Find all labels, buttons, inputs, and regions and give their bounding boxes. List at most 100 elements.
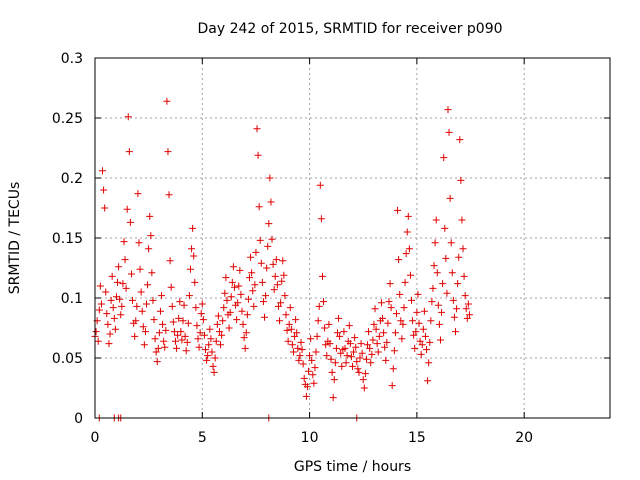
data-point: [124, 113, 132, 121]
data-point: [170, 328, 178, 336]
data-point: [368, 350, 376, 358]
data-point: [236, 266, 244, 274]
data-point: [265, 220, 273, 228]
data-point: [271, 272, 279, 280]
data-point: [372, 325, 380, 333]
data-point: [145, 245, 153, 253]
data-point: [405, 245, 413, 253]
data-point: [436, 336, 444, 344]
data-point: [246, 274, 253, 282]
data-point: [199, 316, 207, 324]
data-point: [305, 367, 313, 375]
data-point: [308, 356, 316, 364]
data-point: [257, 259, 265, 267]
data-point: [419, 325, 427, 333]
data-point: [208, 348, 216, 356]
data-point: [316, 181, 324, 189]
data-point: [300, 374, 308, 382]
y-tick-label: 0.1: [61, 291, 83, 307]
y-tick-label: 0.3: [61, 51, 83, 67]
data-point: [328, 368, 336, 376]
data-point: [322, 341, 330, 349]
data-point: [356, 354, 364, 362]
data-point: [272, 256, 280, 264]
data-point: [445, 128, 453, 136]
data-point: [200, 331, 208, 339]
data-point: [171, 337, 179, 345]
data-point: [242, 329, 250, 337]
data-point: [298, 346, 306, 354]
data-point: [361, 370, 369, 378]
data-point: [286, 304, 294, 312]
data-point: [377, 299, 385, 307]
data-point: [447, 239, 455, 247]
data-point: [162, 326, 170, 334]
data-point: [180, 301, 188, 309]
data-point: [311, 364, 319, 372]
data-point: [214, 312, 222, 320]
data-point: [295, 356, 303, 364]
data-point: [230, 283, 238, 291]
data-point: [381, 343, 389, 351]
data-point: [404, 212, 412, 220]
data-point: [279, 257, 287, 265]
data-point: [453, 305, 461, 313]
data-point: [364, 341, 372, 349]
data-point: [342, 359, 350, 367]
data-point: [403, 228, 411, 236]
data-point: [261, 313, 269, 321]
data-point: [228, 278, 236, 286]
data-point: [196, 329, 204, 337]
data-point: [251, 281, 259, 289]
data-point: [92, 328, 100, 336]
data-point: [207, 335, 215, 343]
data-point: [283, 326, 291, 334]
data-point: [327, 355, 335, 363]
data-point: [353, 358, 361, 366]
data-point: [256, 236, 264, 244]
data-point: [127, 270, 135, 278]
data-point: [133, 302, 141, 310]
data-point: [94, 337, 102, 345]
data-point: [118, 302, 126, 310]
data-point: [106, 330, 114, 338]
data-point: [267, 198, 275, 206]
y-tick-label: 0.2: [61, 171, 83, 187]
data-point: [226, 308, 234, 316]
data-point: [99, 167, 107, 175]
data-point: [434, 301, 442, 309]
data-point: [132, 317, 140, 325]
data-point: [331, 359, 339, 367]
data-point: [240, 334, 248, 342]
data-point: [449, 296, 457, 304]
data-point: [430, 262, 438, 270]
data-point: [431, 239, 439, 247]
data-point: [390, 347, 398, 355]
data-point: [268, 235, 276, 243]
data-point: [222, 274, 230, 282]
data-point: [116, 295, 124, 303]
data-point: [253, 125, 261, 133]
data-point: [156, 307, 164, 315]
data-point: [414, 290, 422, 298]
data-point: [104, 320, 112, 328]
data-point: [412, 328, 420, 336]
data-point: [416, 337, 424, 345]
data-point: [314, 317, 322, 325]
data-point: [350, 348, 358, 356]
data-point: [402, 250, 410, 258]
data-point: [258, 278, 266, 286]
data-point: [155, 329, 163, 337]
data-point: [457, 176, 465, 184]
data-point: [126, 218, 134, 226]
data-point: [359, 376, 367, 384]
data-point: [315, 302, 323, 310]
data-point: [234, 299, 242, 307]
data-point: [443, 289, 451, 297]
data-point: [460, 272, 468, 280]
data-point: [389, 365, 397, 373]
data-point: [321, 324, 329, 332]
data-point: [293, 329, 301, 337]
data-point: [239, 320, 247, 328]
